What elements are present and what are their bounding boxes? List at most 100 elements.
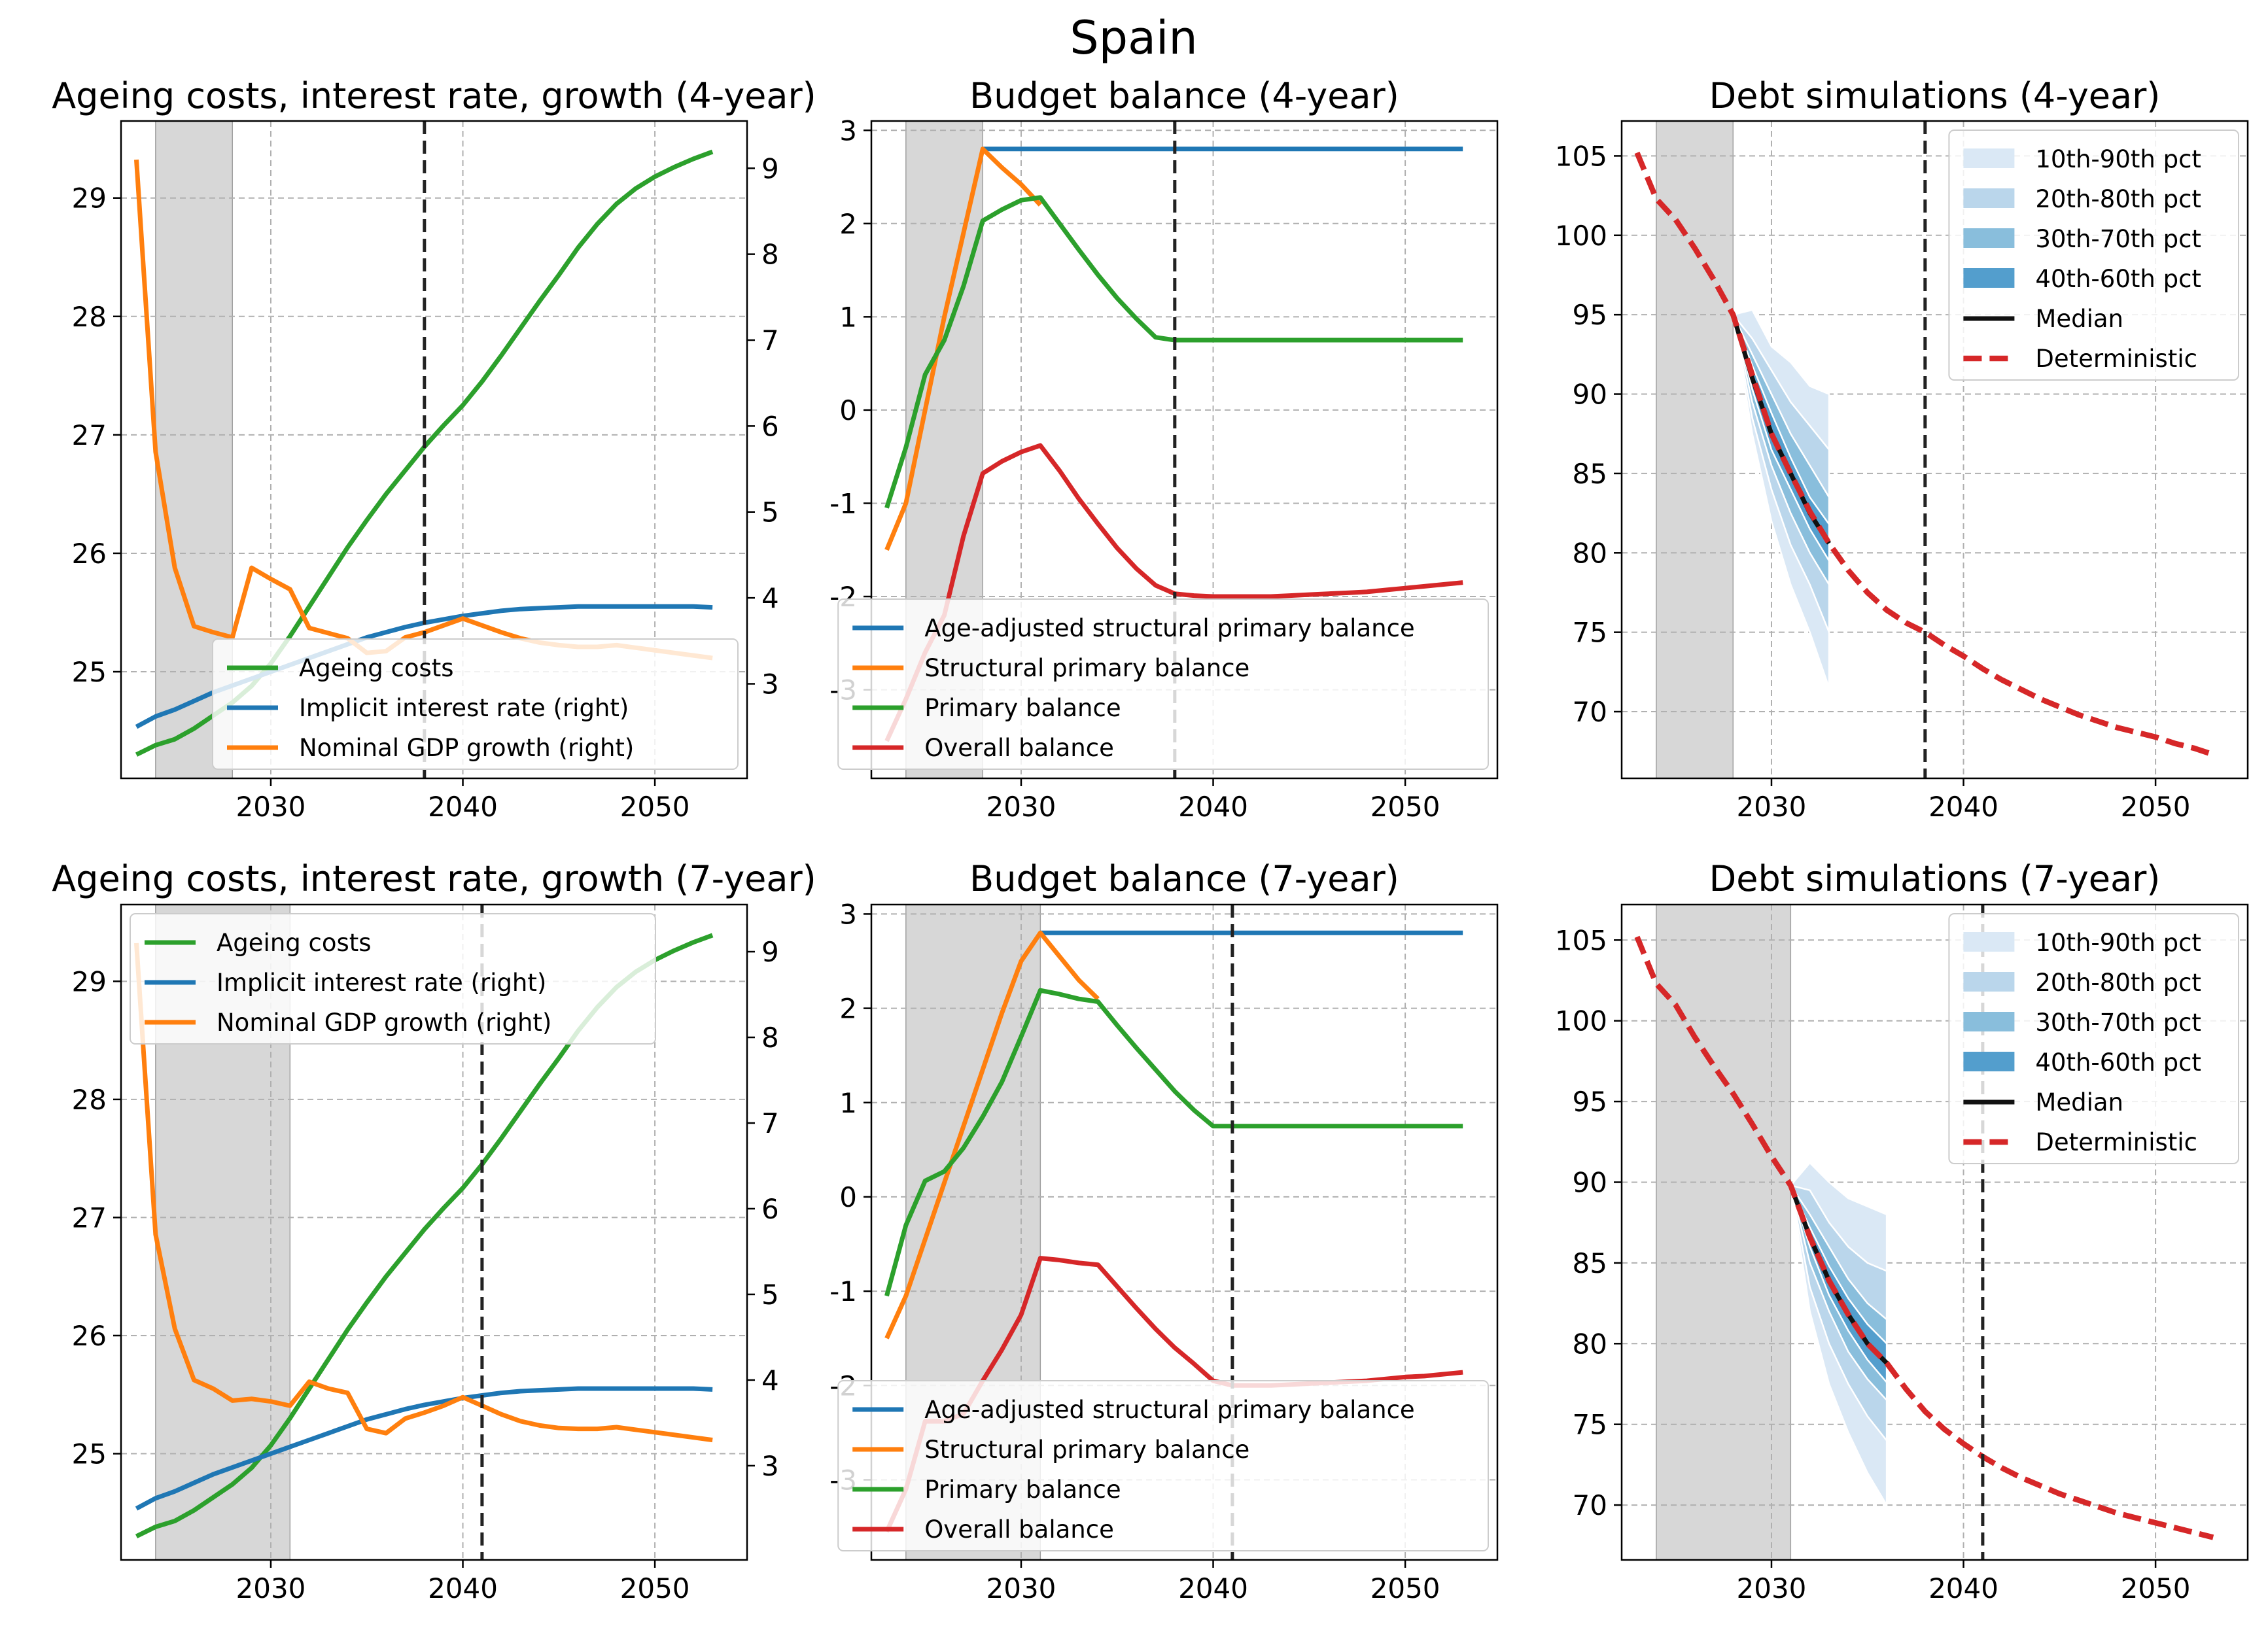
y2-tick-label: 9 [761,152,779,184]
y-tick-label: 95 [1573,299,1607,331]
y-tick-label: 25 [72,1438,107,1470]
legend: Age-adjusted structural primary balance S… [837,598,1489,770]
y-tick-label: 95 [1573,1086,1607,1118]
y-tick-label: -1 [829,1275,857,1307]
figure-title: Spain [1070,11,1198,65]
legend-swatch [1963,148,2015,168]
legend-box [212,638,739,770]
legend-swatch [1963,228,2015,248]
x-tick-label: 2030 [236,1572,306,1604]
legend-label: 40th-60th pct [2035,1048,2201,1077]
chart-title: Ageing costs, interest rate, growth (4-y… [52,75,816,116]
y-tick-label: 75 [1573,617,1607,649]
legend-label: Primary balance [924,1476,1121,1504]
deterministic-line [1634,151,2214,757]
y-tick-label: 70 [1573,696,1607,728]
legend-box [130,913,656,1045]
x-tick-label: 2040 [428,1572,498,1604]
legend-label: Implicit interest rate (right) [217,969,546,997]
legend-label: 10th-90th pct [2035,929,2201,957]
y2-tick-label: 7 [761,1107,779,1139]
y-tick-label: 26 [72,538,107,570]
legend-swatch [1963,972,2015,992]
deterministic-line [1634,935,2214,1540]
series-line-3 [133,943,713,1443]
chart-title: Ageing costs, interest rate, growth (7-y… [52,858,816,899]
legend-label: Nominal GDP growth (right) [299,734,634,762]
plot-area [121,121,747,778]
legend-label: Overall balance [924,1515,1114,1544]
y-tick-label: 28 [72,1084,107,1116]
y2-tick-label: 5 [761,496,779,528]
y-tick-label: 75 [1573,1409,1607,1441]
x-tick-label: 2050 [1370,791,1440,823]
y-tick-label: 1 [839,301,857,333]
y-tick-label: 90 [1573,1166,1607,1198]
legend-label: 20th-80th pct [2035,185,2201,213]
y-tick-label: -1 [829,487,857,519]
axes-frame [870,120,1499,780]
chart-panel-4: 2030 2040 2050 25 26 27 28 29 3 4 5 6 7 8 9 Ageing cost… [52,858,816,1604]
legend-swatch [1963,188,2015,208]
adjustment-period-shading [1656,905,1792,1560]
y-tick-label: 100 [1555,1005,1607,1037]
x-tick-label: 2040 [1178,791,1248,823]
y-tick-label: 80 [1573,537,1607,569]
x-tick-label: 2030 [986,791,1056,823]
series-line-3 [884,195,1463,509]
legend-label: 20th-80th pct [2035,969,2201,997]
legend-box [1948,130,2239,381]
legend-label: Overall balance [924,734,1114,762]
legend: 10th-90th pct 20th-80th pct 30th-70th pct 4… [1948,130,2239,381]
legend-box [837,1380,1489,1551]
legend-swatch [1963,268,2015,288]
y-tick-label: 29 [72,182,107,215]
chart-panel-3: 2030 2040 2050 70 75 80 85 90 95 100 105 Debt simul… [1555,75,2249,823]
legend-label: Deterministic [2035,1128,2197,1156]
axes-frame [1620,903,2249,1561]
x-tick-label: 2030 [236,791,306,823]
legend-label: 30th-70th pct [2035,225,2201,253]
x-tick-label: 2050 [1370,1572,1440,1604]
y-tick-label: 28 [72,301,107,333]
y-tick-label: 85 [1573,1247,1607,1279]
y2-tick-label: 4 [761,582,779,614]
y2-tick-label: 9 [761,936,779,968]
y2-tick-label: 3 [761,668,779,700]
y-tick-label: 80 [1573,1328,1607,1360]
series-line-2 [884,147,1042,551]
y-tick-label: 0 [839,1181,857,1213]
legend-label: Ageing costs [217,929,372,957]
y2-tick-label: 5 [761,1279,779,1311]
x-tick-label: 2040 [1928,791,1998,823]
legend-label: Structural primary balance [924,654,1249,682]
chart-title: Budget balance (4-year) [969,75,1399,116]
y-tick-label: 100 [1555,220,1607,252]
legend: 10th-90th pct 20th-80th pct 30th-70th pct 4… [1948,913,2239,1164]
x-tick-label: 2040 [428,791,498,823]
x-tick-label: 2030 [1737,791,1807,823]
chart-title: Debt simulations (4-year) [1709,75,2161,116]
y-tick-label: 27 [72,419,107,451]
series-line-2 [135,1386,713,1511]
chart-title: Budget balance (7-year) [969,858,1399,899]
y-tick-label: 90 [1573,379,1607,411]
y2-tick-label: 3 [761,1450,779,1482]
chart-panel-1: 2030 2040 2050 25 26 27 28 29 3 4 5 6 7 8 9 Ageing cost… [52,75,816,823]
y-tick-label: 105 [1555,924,1607,956]
plot-area [1622,905,2248,1560]
y-tick-label: 0 [839,394,857,426]
legend-label: Age-adjusted structural primary balance [924,614,1415,642]
y-tick-label: 27 [72,1202,107,1234]
y-tick-label: 2 [839,208,857,240]
axes-frame [1620,120,2249,780]
legend: Ageing costs Implicit interest rate (righ… [212,638,739,770]
x-tick-label: 2040 [1928,1572,1998,1604]
y2-tick-label: 8 [761,1022,779,1054]
legend-label: Age-adjusted structural primary balance [924,1396,1415,1424]
y-tick-label: 85 [1573,458,1607,490]
plot-area [1622,121,2248,778]
legend-label: Primary balance [924,694,1121,722]
